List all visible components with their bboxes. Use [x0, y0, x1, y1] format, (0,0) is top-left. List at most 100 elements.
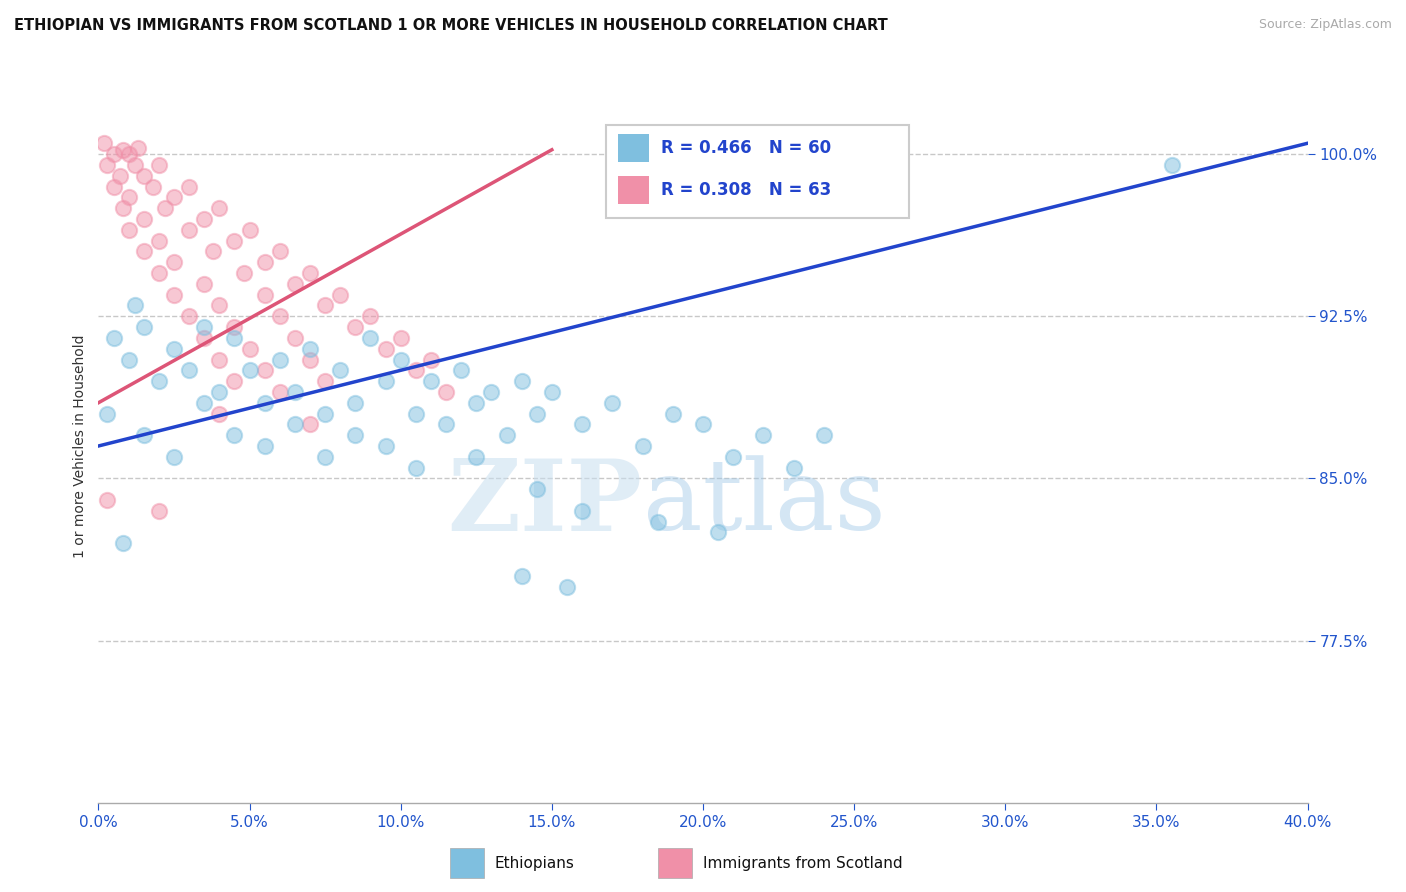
Point — [344, 428, 367, 442]
Point — [118, 190, 141, 204]
Point — [465, 450, 488, 464]
Text: ETHIOPIAN VS IMMIGRANTS FROM SCOTLAND 1 OR MORE VEHICLES IN HOUSEHOLD CORRELATIO: ETHIOPIAN VS IMMIGRANTS FROM SCOTLAND 1 … — [14, 18, 887, 33]
Point — [163, 190, 186, 204]
Point — [239, 342, 262, 356]
Point — [93, 136, 115, 151]
Point — [813, 428, 835, 442]
Point — [782, 460, 804, 475]
Point — [299, 352, 322, 367]
Point — [631, 439, 654, 453]
Bar — [658, 848, 692, 878]
Point — [314, 374, 336, 388]
Y-axis label: 1 or more Vehicles in Household: 1 or more Vehicles in Household — [73, 334, 87, 558]
Point — [132, 169, 155, 183]
Point — [163, 287, 186, 301]
Point — [253, 396, 276, 410]
Point — [224, 331, 246, 345]
Point — [269, 352, 291, 367]
Point — [148, 234, 170, 248]
Point — [153, 201, 176, 215]
Point — [103, 331, 125, 345]
Point — [253, 439, 276, 453]
Point — [269, 310, 291, 324]
Point — [111, 536, 134, 550]
Point — [269, 384, 291, 399]
Point — [253, 363, 276, 377]
Point — [540, 384, 562, 399]
Point — [163, 450, 186, 464]
Point — [374, 342, 396, 356]
Point — [96, 407, 118, 421]
Point — [723, 450, 745, 464]
Point — [602, 396, 624, 410]
Point — [314, 298, 336, 312]
Point — [124, 158, 146, 172]
Point — [127, 140, 149, 154]
Point — [284, 417, 307, 432]
Point — [752, 428, 775, 442]
Text: R = 0.308   N = 63: R = 0.308 N = 63 — [661, 181, 831, 199]
Point — [179, 310, 201, 324]
Point — [108, 169, 131, 183]
Point — [111, 201, 134, 215]
Point — [239, 223, 262, 237]
Point — [124, 298, 146, 312]
Point — [299, 342, 322, 356]
Point — [1160, 158, 1182, 172]
Point — [148, 374, 170, 388]
Point — [208, 407, 231, 421]
Point — [132, 428, 155, 442]
Bar — [619, 134, 648, 162]
Point — [389, 331, 412, 345]
Point — [132, 211, 155, 226]
Point — [148, 504, 170, 518]
Point — [465, 396, 488, 410]
Point — [118, 147, 141, 161]
Point — [284, 277, 307, 291]
Point — [224, 428, 246, 442]
Point — [132, 244, 155, 259]
Text: Immigrants from Scotland: Immigrants from Scotland — [703, 855, 903, 871]
Bar — [619, 176, 648, 203]
Point — [224, 234, 246, 248]
Bar — [450, 848, 484, 878]
Point — [450, 363, 472, 377]
Text: Ethiopians: Ethiopians — [495, 855, 575, 871]
Point — [510, 568, 533, 582]
Point — [344, 396, 367, 410]
FancyBboxPatch shape — [606, 125, 908, 218]
Point — [434, 384, 457, 399]
Point — [208, 352, 231, 367]
Point — [314, 450, 336, 464]
Point — [208, 298, 231, 312]
Point — [420, 352, 443, 367]
Point — [193, 277, 215, 291]
Point — [555, 580, 578, 594]
Point — [103, 179, 125, 194]
Point — [405, 460, 427, 475]
Point — [405, 363, 427, 377]
Point — [224, 374, 246, 388]
Point — [481, 384, 503, 399]
Point — [232, 266, 254, 280]
Point — [344, 320, 367, 334]
Point — [193, 331, 215, 345]
Point — [420, 374, 443, 388]
Point — [111, 143, 134, 157]
Point — [692, 417, 714, 432]
Point — [96, 158, 118, 172]
Point — [118, 223, 141, 237]
Point — [103, 147, 125, 161]
Point — [239, 363, 262, 377]
Point — [179, 179, 201, 194]
Point — [495, 428, 517, 442]
Point — [374, 374, 396, 388]
Point — [118, 352, 141, 367]
Point — [284, 384, 307, 399]
Point — [208, 384, 231, 399]
Point — [253, 287, 276, 301]
Point — [374, 439, 396, 453]
Text: atlas: atlas — [643, 455, 886, 551]
Point — [193, 396, 215, 410]
Point — [661, 407, 683, 421]
